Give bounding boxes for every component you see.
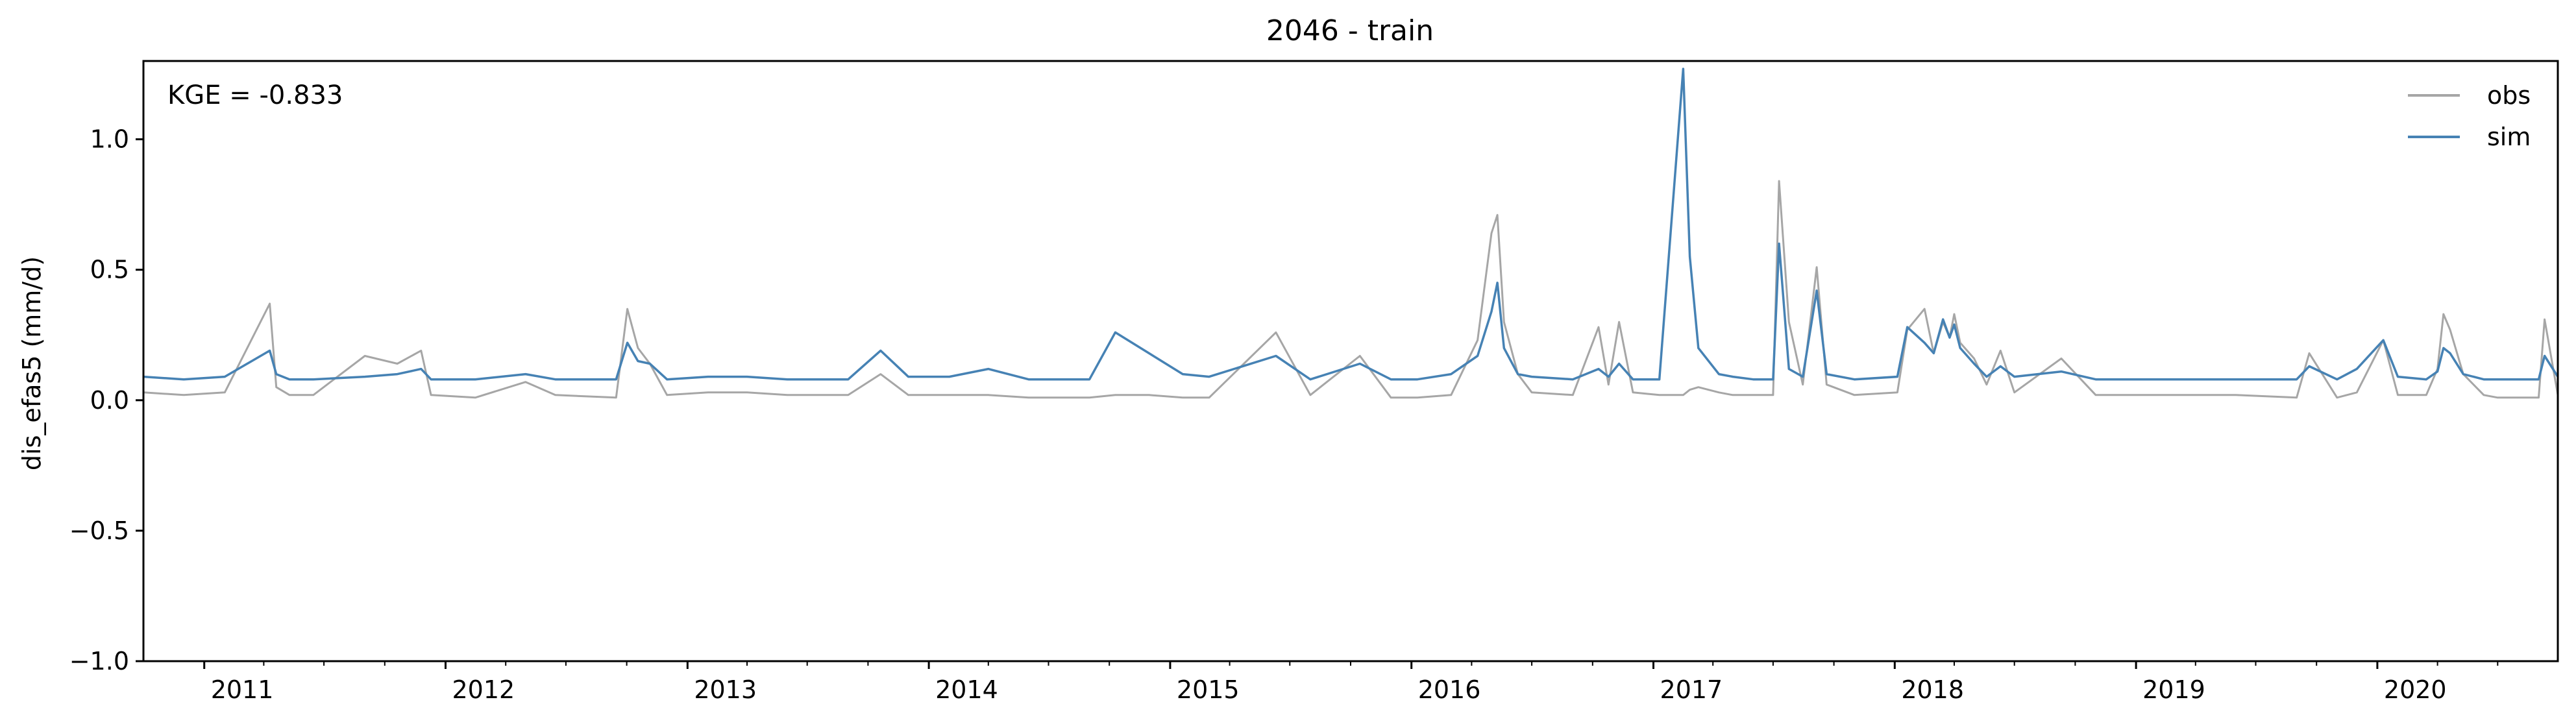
y-tick-label: 1.0 bbox=[90, 125, 129, 154]
series-line-sim bbox=[143, 67, 2559, 381]
axes: −1.0 −0.5 0.0 0.5 1.0 2011 2012 2013 2014 2015 201… bbox=[69, 125, 2499, 704]
x-tick-label: 2011 bbox=[211, 675, 274, 704]
y-tick-label: 0.5 bbox=[90, 256, 129, 284]
x-tick-label: 2015 bbox=[1177, 675, 1240, 704]
y-tick-label: −1.0 bbox=[69, 647, 129, 675]
plot-area bbox=[143, 67, 2559, 399]
x-tick-label: 2016 bbox=[1418, 675, 1481, 704]
x-tick-label: 2019 bbox=[2142, 675, 2205, 704]
legend-sim-label: sim bbox=[2487, 123, 2531, 151]
kge-annotation: KGE = -0.833 bbox=[167, 80, 343, 110]
legend: obs sim bbox=[2408, 81, 2531, 151]
series-line-obs bbox=[143, 180, 2559, 399]
y-tick-label: 0.0 bbox=[90, 386, 129, 415]
x-tick-label: 2017 bbox=[1660, 675, 1723, 704]
x-tick-label: 2014 bbox=[935, 675, 998, 704]
y-tick-label: −0.5 bbox=[69, 516, 129, 545]
y-axis-label: dis_efas5 (mm/d) bbox=[18, 256, 46, 470]
x-tick-label: 2013 bbox=[694, 675, 757, 704]
x-tick-label: 2020 bbox=[2384, 675, 2447, 704]
chart-title: 2046 - train bbox=[1266, 14, 1434, 47]
plot-frame bbox=[142, 60, 2559, 662]
legend-obs-label: obs bbox=[2487, 81, 2531, 110]
x-tick-label: 2012 bbox=[452, 675, 515, 704]
x-tick-label: 2018 bbox=[1901, 675, 1964, 704]
